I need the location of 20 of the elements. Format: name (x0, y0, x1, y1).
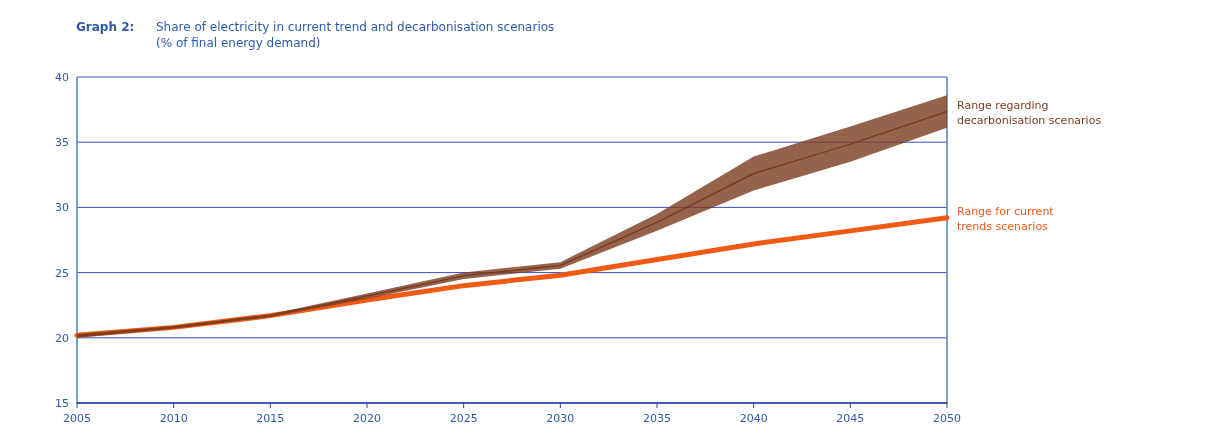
x-tick-label: 2005 (63, 412, 91, 425)
y-tick-label: 20 (55, 331, 69, 345)
x-tick-label: 2040 (739, 412, 768, 425)
series-label: Range for current trends scenarios (957, 204, 1055, 233)
chart-subtitle: (% of final energy demand) (156, 36, 321, 50)
x-tick-label: 2035 (643, 412, 671, 425)
chart-title: Graph 2: Share of electricity in current trend and decarbonisation scenarios (76, 20, 555, 34)
x-tick-label: 2010 (159, 412, 188, 425)
y-tick-label: 40 (55, 71, 69, 84)
x-tick-label: 2030 (546, 412, 575, 425)
y-tick-label: 15 (55, 397, 69, 410)
x-tick-label: 2015 (256, 412, 285, 425)
y-tick-label: 25 (55, 266, 69, 280)
x-tick-label: 2050 (933, 412, 961, 425)
series-label: Range regarding decarbonisation scenarios (957, 98, 1102, 127)
x-tick-label: 2020 (353, 412, 381, 425)
x-tick-label: 2045 (836, 412, 865, 425)
x-tick-label: 2025 (449, 412, 478, 425)
y-tick-label: 35 (55, 136, 69, 150)
y-tick-label: 30 (55, 201, 69, 215)
